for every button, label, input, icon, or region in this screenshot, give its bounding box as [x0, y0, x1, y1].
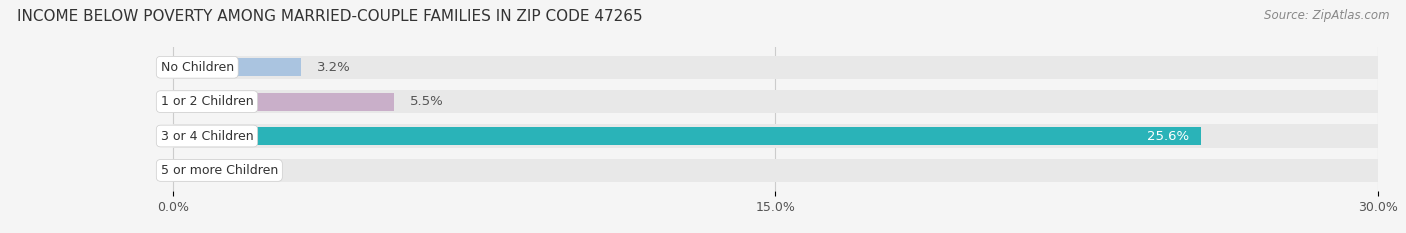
- Text: No Children: No Children: [160, 61, 233, 74]
- Text: 0.0%: 0.0%: [188, 164, 222, 177]
- Bar: [173, 58, 301, 76]
- Bar: [173, 127, 1201, 145]
- Bar: [173, 55, 1378, 79]
- Text: INCOME BELOW POVERTY AMONG MARRIED-COUPLE FAMILIES IN ZIP CODE 47265: INCOME BELOW POVERTY AMONG MARRIED-COUPL…: [17, 9, 643, 24]
- Text: 25.6%: 25.6%: [1147, 130, 1189, 143]
- Text: 1 or 2 Children: 1 or 2 Children: [160, 95, 253, 108]
- Bar: [173, 159, 1378, 182]
- Text: 3.2%: 3.2%: [318, 61, 352, 74]
- Text: 5 or more Children: 5 or more Children: [160, 164, 278, 177]
- Text: 5.5%: 5.5%: [409, 95, 443, 108]
- Bar: [173, 124, 1378, 148]
- Text: 3 or 4 Children: 3 or 4 Children: [160, 130, 253, 143]
- Text: Source: ZipAtlas.com: Source: ZipAtlas.com: [1264, 9, 1389, 22]
- Bar: [173, 90, 1378, 113]
- Bar: [173, 93, 394, 111]
